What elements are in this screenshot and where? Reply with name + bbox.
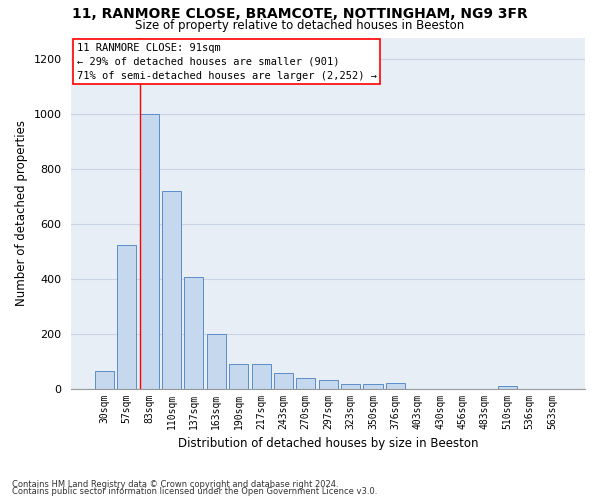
Bar xyxy=(95,370,114,388)
Bar xyxy=(229,364,248,388)
Bar xyxy=(319,380,338,388)
X-axis label: Distribution of detached houses by size in Beeston: Distribution of detached houses by size … xyxy=(178,437,478,450)
Text: Size of property relative to detached houses in Beeston: Size of property relative to detached ho… xyxy=(136,18,464,32)
Bar xyxy=(251,364,271,388)
Bar xyxy=(498,386,517,388)
Y-axis label: Number of detached properties: Number of detached properties xyxy=(15,120,28,306)
Bar xyxy=(207,334,226,388)
Text: 11, RANMORE CLOSE, BRAMCOTE, NOTTINGHAM, NG9 3FR: 11, RANMORE CLOSE, BRAMCOTE, NOTTINGHAM,… xyxy=(72,8,528,22)
Bar xyxy=(140,114,158,388)
Text: Contains HM Land Registry data © Crown copyright and database right 2024.: Contains HM Land Registry data © Crown c… xyxy=(12,480,338,489)
Bar xyxy=(341,384,360,388)
Bar xyxy=(364,384,383,388)
Bar xyxy=(274,372,293,388)
Bar xyxy=(184,278,203,388)
Bar xyxy=(117,244,136,388)
Bar xyxy=(296,378,316,388)
Text: Contains public sector information licensed under the Open Government Licence v3: Contains public sector information licen… xyxy=(12,487,377,496)
Bar xyxy=(162,191,181,388)
Text: 11 RANMORE CLOSE: 91sqm
← 29% of detached houses are smaller (901)
71% of semi-d: 11 RANMORE CLOSE: 91sqm ← 29% of detache… xyxy=(77,43,377,81)
Bar xyxy=(386,383,405,388)
